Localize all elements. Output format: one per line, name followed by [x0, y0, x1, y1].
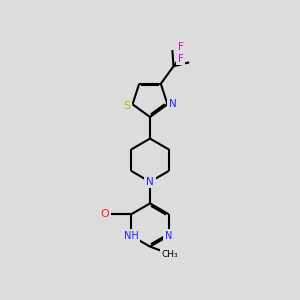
Text: N: N — [169, 99, 177, 109]
Text: F: F — [178, 41, 184, 52]
Text: N: N — [146, 177, 154, 187]
Text: N: N — [165, 231, 172, 241]
Text: CH₃: CH₃ — [162, 250, 178, 259]
Text: F: F — [180, 42, 186, 52]
Text: S: S — [124, 101, 131, 111]
Text: F: F — [178, 54, 184, 64]
Text: NH: NH — [124, 231, 139, 241]
Text: O: O — [100, 209, 109, 219]
